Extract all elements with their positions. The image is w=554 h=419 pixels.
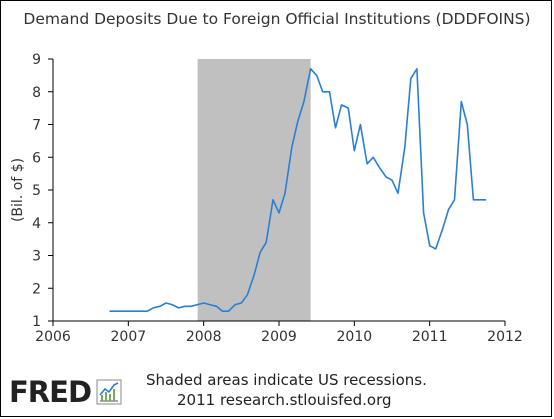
source-note: 2011 research.stlouisfed.org bbox=[177, 391, 392, 409]
y-tick-label: 8 bbox=[32, 85, 41, 101]
x-tick-label: 2006 bbox=[35, 329, 71, 345]
y-tick-label: 1 bbox=[32, 314, 41, 330]
y-tick-label: 6 bbox=[32, 150, 41, 166]
recession-note: Shaded areas indicate US recessions. bbox=[146, 371, 427, 389]
fred-logo-text: FRED bbox=[9, 375, 92, 409]
chart-trend-icon bbox=[96, 379, 122, 405]
y-tick-label: 7 bbox=[32, 118, 41, 134]
chart-title: Demand Deposits Due to Foreign Official … bbox=[23, 10, 531, 28]
x-tick-label: 2008 bbox=[186, 329, 222, 345]
y-tick-label: 5 bbox=[32, 183, 41, 199]
y-tick-label: 3 bbox=[32, 249, 41, 265]
y-tick-label: 4 bbox=[32, 216, 41, 232]
recession-band bbox=[197, 59, 311, 321]
y-tick-label: 9 bbox=[32, 52, 41, 68]
x-tick-label: 2009 bbox=[261, 329, 297, 345]
y-tick-label: 2 bbox=[32, 281, 41, 297]
series-line bbox=[109, 68, 487, 313]
x-tick-label: 2007 bbox=[111, 329, 147, 345]
x-tick-label: 2010 bbox=[337, 329, 373, 345]
x-tick-label: 2012 bbox=[487, 329, 523, 345]
x-tick-label: 2011 bbox=[412, 329, 448, 345]
y-axis-label: (Bil. of $) bbox=[10, 158, 26, 222]
